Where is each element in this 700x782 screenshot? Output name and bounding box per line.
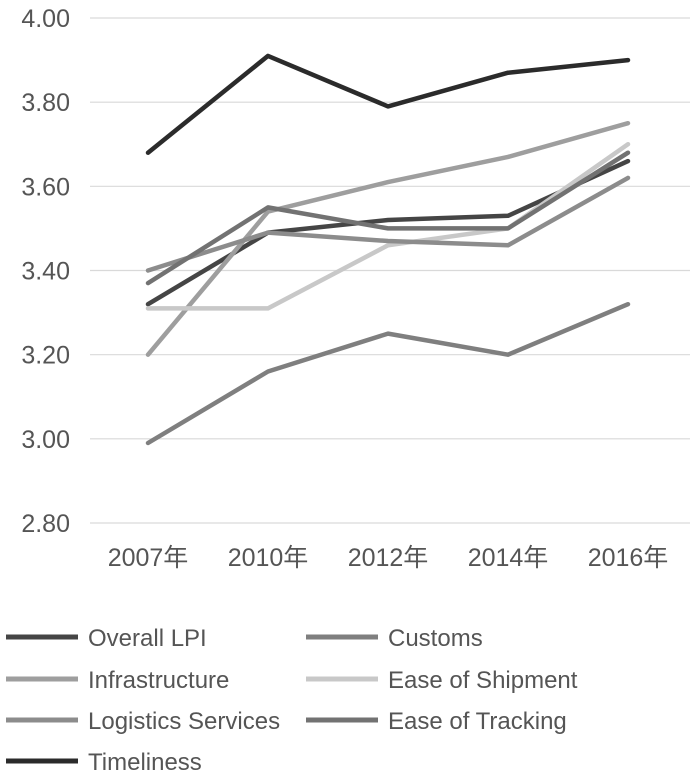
legend: Overall LPI Customs Infrastructure Ease of … <box>6 625 578 776</box>
y-axis-ticks: 2.80 3.00 3.20 3.40 3.60 3.80 4.00 <box>21 5 70 538</box>
series-line-logistics-services <box>145 175 631 273</box>
legend-item: Infrastructure <box>6 667 229 694</box>
y-tick-label: 3.80 <box>21 89 70 117</box>
series-line-customs <box>145 301 631 446</box>
y-tick-label: 3.20 <box>21 342 70 370</box>
x-tick-label: 2012年 <box>348 544 429 572</box>
y-tick-label: 4.00 <box>21 5 70 33</box>
series-line-infrastructure <box>145 120 631 357</box>
legend-label: Overall LPI <box>88 625 207 652</box>
series-line-ease-of-tracking <box>145 150 631 286</box>
series-line-timeliness <box>145 53 631 155</box>
legend-item: Overall LPI <box>6 625 207 652</box>
y-tick-label: 3.40 <box>21 258 70 286</box>
y-tick-label: 3.00 <box>21 426 70 454</box>
legend-label: Ease of Shipment <box>388 667 578 694</box>
legend-item: Ease of Shipment <box>306 667 578 694</box>
legend-item: Timeliness <box>6 749 202 776</box>
series-line-ease-of-shipment <box>145 141 631 311</box>
y-tick-label: 3.60 <box>21 173 70 201</box>
x-tick-label: 2007年 <box>108 544 189 572</box>
legend-label: Logistics Services <box>88 708 280 735</box>
x-tick-label: 2010年 <box>228 544 309 572</box>
x-tick-label: 2016年 <box>588 544 669 572</box>
x-axis-ticks: 2007年 2010年 2012年 2014年 2016年 <box>108 544 669 572</box>
y-tick-label: 2.80 <box>21 510 70 538</box>
legend-label: Infrastructure <box>88 667 229 694</box>
legend-item: Logistics Services <box>6 708 280 735</box>
legend-label: Customs <box>388 625 483 652</box>
gridlines <box>90 17 690 524</box>
x-tick-label: 2014年 <box>468 544 549 572</box>
legend-item: Customs <box>306 625 483 652</box>
legend-label: Ease of Tracking <box>388 708 567 735</box>
legend-label: Timeliness <box>88 749 202 776</box>
series-lines <box>145 53 631 446</box>
legend-item: Ease of Tracking <box>306 708 567 735</box>
